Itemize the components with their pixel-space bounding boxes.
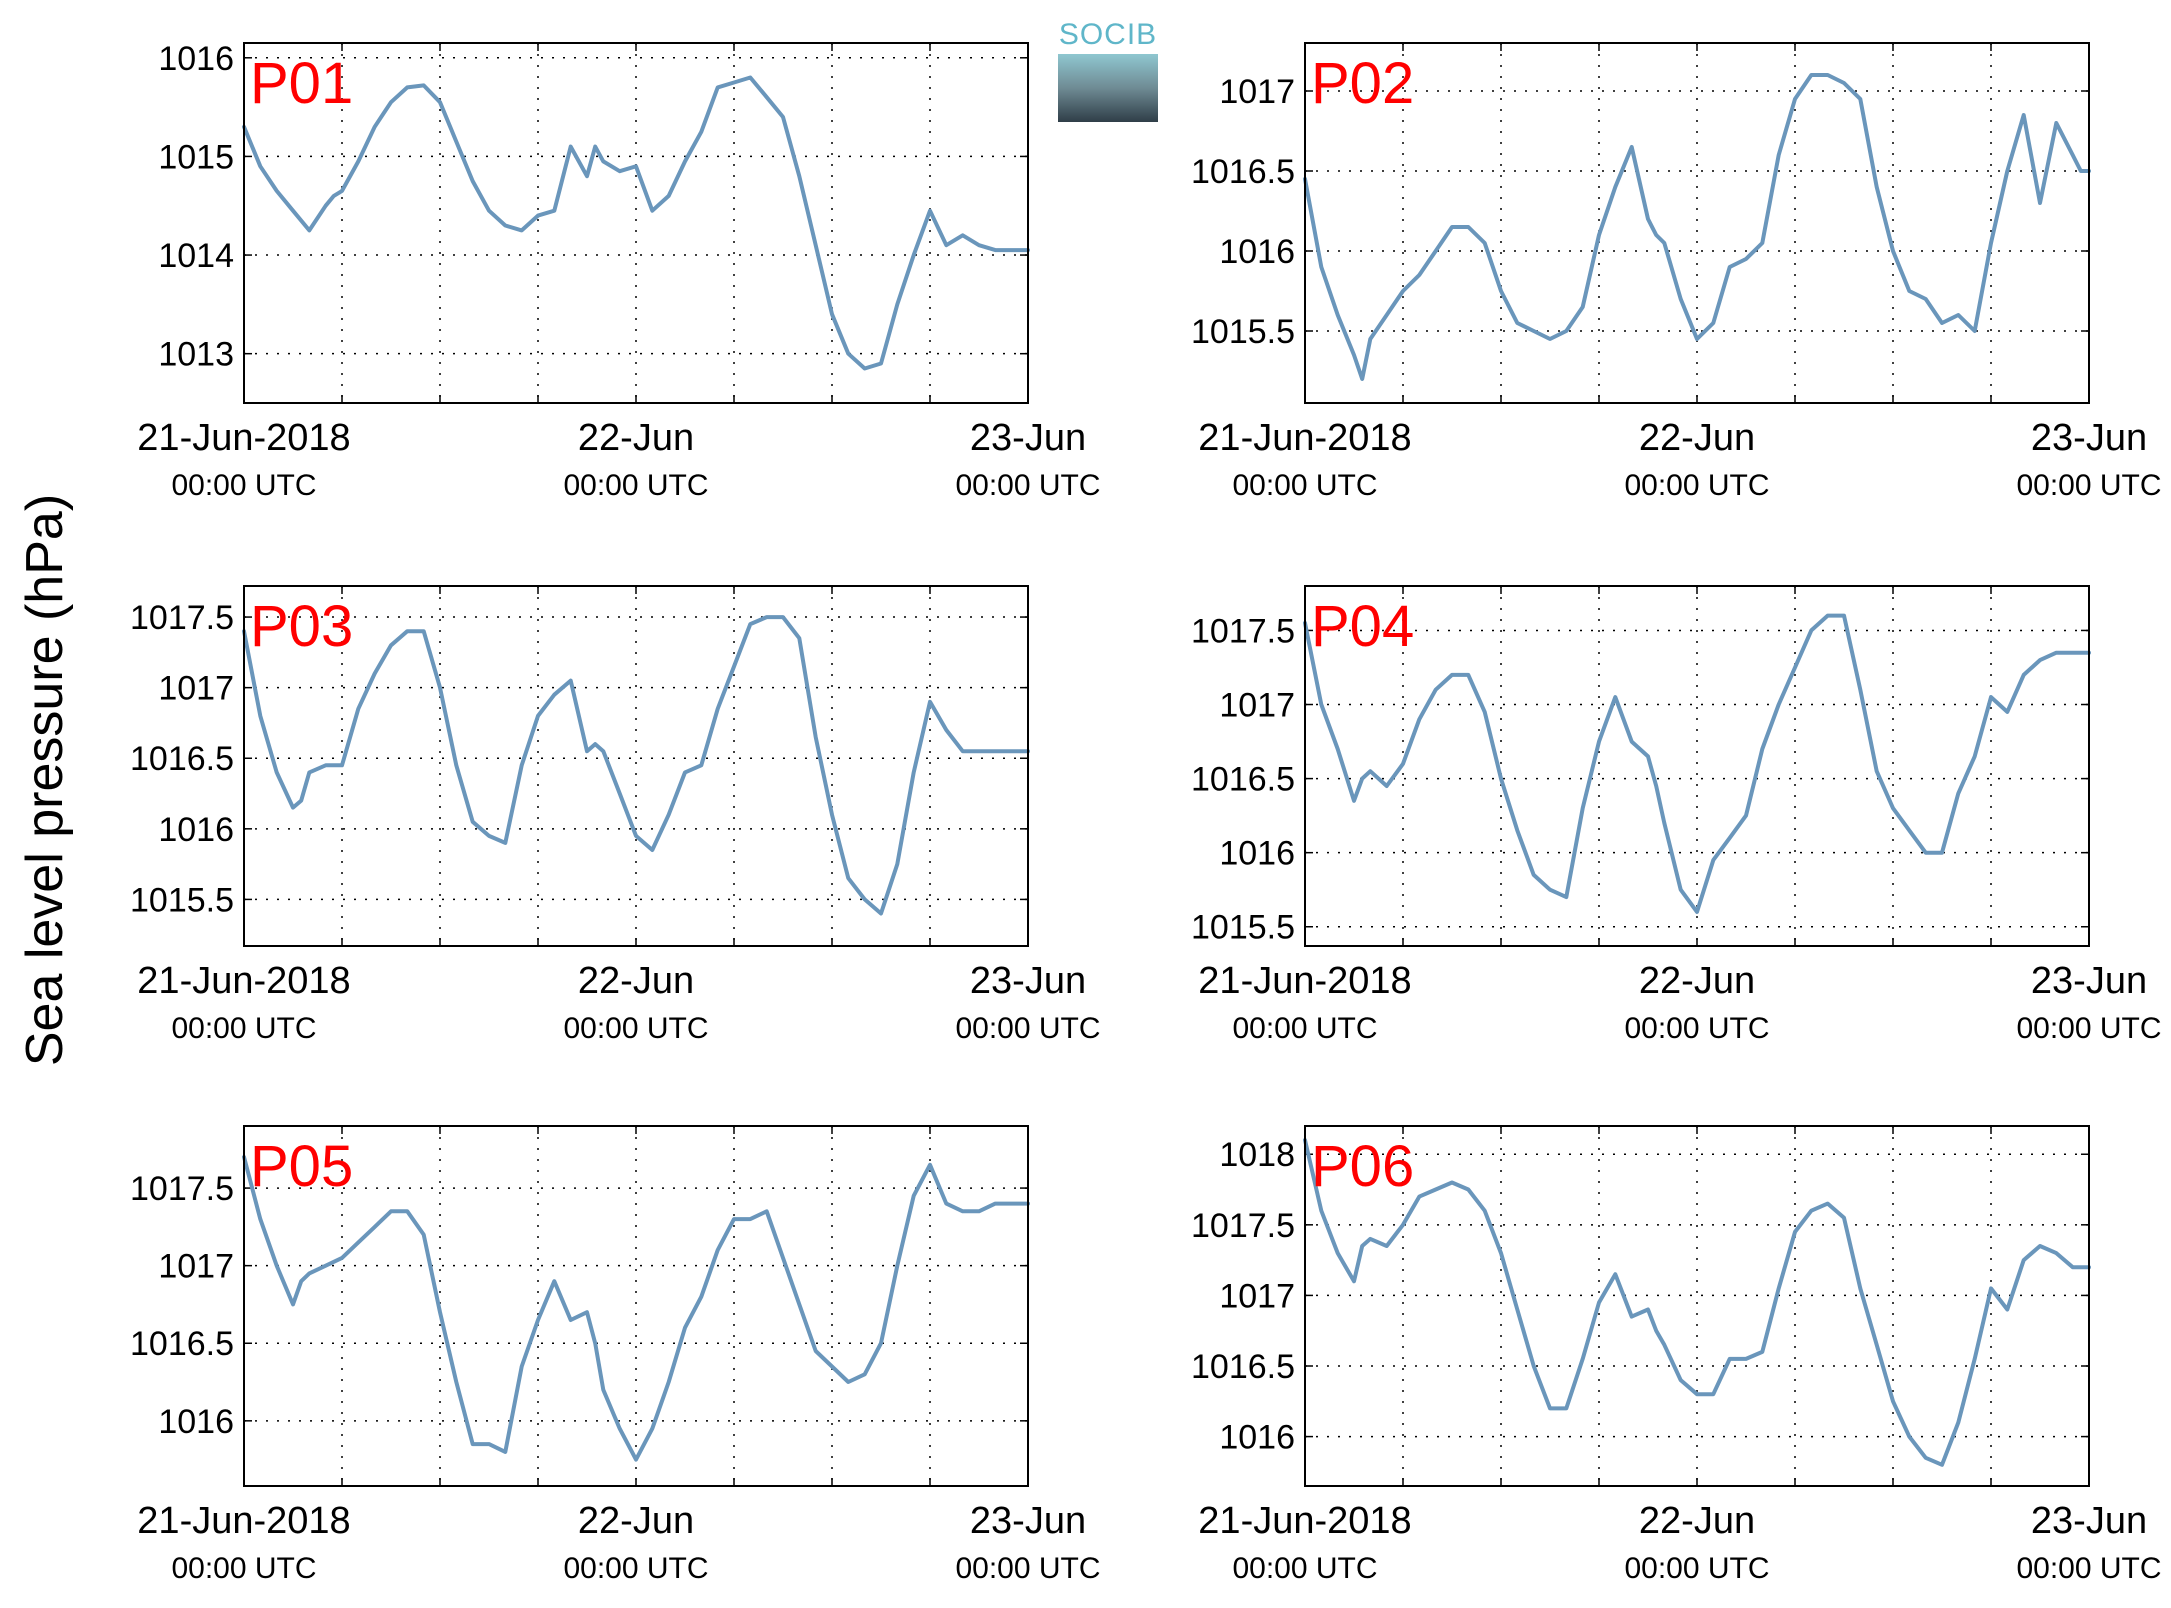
x-tick-label-time: 00:00 UTC	[1624, 1552, 1769, 1585]
series-line	[242, 75, 1030, 371]
panel-p02: 1015.5 1016 1016.5 1017 P02 21-Jun-2018 00:00 …	[1191, 42, 2162, 502]
x-tick-label-time: 00:00 UTC	[2016, 1012, 2161, 1045]
x-tick-label-date: 21-Jun-2018	[137, 1500, 350, 1542]
y-tick-label: 1017	[1219, 73, 1295, 111]
y-tick-label: 1016.5	[130, 1325, 234, 1363]
series-line	[1303, 1138, 2091, 1467]
plot-frame	[243, 1125, 1029, 1487]
panel-title: P06	[1311, 1134, 1414, 1199]
x-tick-label-date: 23-Jun	[2031, 1500, 2147, 1542]
x-tick-label-date: 23-Jun	[2031, 960, 2147, 1002]
y-tick-label: 1015.5	[1191, 909, 1295, 947]
y-tick-label: 1017	[158, 1248, 234, 1286]
x-tick-label-date: 21-Jun-2018	[1198, 1500, 1411, 1542]
x-tick-label-time: 00:00 UTC	[563, 1012, 708, 1045]
x-tick-label-time: 00:00 UTC	[955, 469, 1100, 502]
x-tick-label-time: 00:00 UTC	[2016, 1552, 2161, 1585]
y-axis-label: Sea level pressure (hPa)	[16, 494, 74, 1066]
x-tick-label-time: 00:00 UTC	[1624, 1012, 1769, 1045]
y-tick-label: 1015.5	[1191, 313, 1295, 351]
logo-text: SOCIB	[1058, 18, 1158, 51]
socib-logo: SOCIB	[1058, 18, 1158, 122]
y-tick-label: 1017	[158, 670, 234, 708]
x-tick-label-date: 23-Jun	[970, 960, 1086, 1002]
x-tick-label-date: 22-Jun	[578, 960, 694, 1002]
y-tick-label: 1017	[1219, 1277, 1295, 1315]
panel-p06: 1016 1016.5 1017 1017.5 1018 P06 21-Jun-2018 00…	[1191, 1125, 2162, 1585]
x-tick-label-date: 22-Jun	[1639, 417, 1755, 459]
x-tick-label-time: 00:00 UTC	[1624, 469, 1769, 502]
x-tick-label-time: 00:00 UTC	[171, 469, 316, 502]
y-tick-label: 1016	[1219, 835, 1295, 873]
x-tick-label-time: 00:00 UTC	[171, 1552, 316, 1585]
x-tick-label-date: 22-Jun	[578, 1500, 694, 1542]
x-tick-label-date: 21-Jun-2018	[1198, 960, 1411, 1002]
logo-graphic	[1058, 54, 1158, 122]
x-tick-label-date: 23-Jun	[970, 417, 1086, 459]
y-tick-label: 1013	[158, 336, 234, 374]
y-tick-label: 1016	[1219, 233, 1295, 271]
y-tick-label: 1017	[1219, 687, 1295, 725]
panel-p03: 1015.5 1016 1016.5 1017 1017.5 P03 21-Jun-2018…	[130, 585, 1101, 1045]
y-tick-label: 1017.5	[1191, 612, 1295, 650]
plot-frame	[1304, 1125, 2090, 1487]
y-tick-label: 1016	[158, 811, 234, 849]
panel-p04: 1015.5 1016 1016.5 1017 1017.5 P04 21-Jun-2018…	[1191, 585, 2162, 1045]
x-tick-label-time: 00:00 UTC	[955, 1552, 1100, 1585]
x-tick-label-date: 23-Jun	[970, 1500, 1086, 1542]
x-tick-label-time: 00:00 UTC	[563, 1552, 708, 1585]
y-tick-label: 1016.5	[1191, 153, 1295, 191]
y-tick-label: 1016.5	[1191, 761, 1295, 799]
x-tick-label-time: 00:00 UTC	[563, 469, 708, 502]
y-tick-label: 1015	[158, 138, 234, 176]
y-tick-label: 1018	[1219, 1136, 1295, 1174]
series-line	[1303, 73, 2091, 381]
panel-p01: 1013 1014 1015 1016 P01 21-Jun-2018 00:00 UTC 2…	[137, 40, 1100, 502]
x-tick-label-date: 21-Jun-2018	[137, 960, 350, 1002]
y-tick-label: 1016	[158, 40, 234, 78]
plot-frame	[243, 585, 1029, 947]
x-tick-label-time: 00:00 UTC	[171, 1012, 316, 1045]
y-tick-label: 1014	[158, 237, 234, 275]
x-tick-label-date: 22-Jun	[1639, 1500, 1755, 1542]
panel-p05: 1016 1016.5 1017 1017.5 P05 21-Jun-2018 00:00 …	[130, 1125, 1101, 1585]
y-tick-label: 1016	[1219, 1419, 1295, 1457]
panel-title: P02	[1311, 51, 1414, 116]
y-tick-label: 1016	[158, 1403, 234, 1441]
x-tick-label-date: 21-Jun-2018	[137, 417, 350, 459]
panel-title: P05	[250, 1134, 353, 1199]
x-tick-label-time: 00:00 UTC	[1232, 1012, 1377, 1045]
x-tick-label-date: 22-Jun	[1639, 960, 1755, 1002]
x-tick-label-time: 00:00 UTC	[1232, 1552, 1377, 1585]
panel-title: P01	[250, 51, 353, 116]
y-tick-label: 1017.5	[1191, 1207, 1295, 1245]
y-tick-label: 1016.5	[1191, 1348, 1295, 1386]
series-line	[242, 1155, 1030, 1462]
x-tick-label-date: 21-Jun-2018	[1198, 417, 1411, 459]
plot-frame	[1304, 585, 2090, 947]
series-line	[242, 615, 1030, 916]
x-tick-label-time: 00:00 UTC	[955, 1012, 1100, 1045]
y-tick-label: 1016.5	[130, 740, 234, 778]
x-tick-label-time: 00:00 UTC	[1232, 469, 1377, 502]
y-tick-label: 1017.5	[130, 599, 234, 637]
plot-frame	[243, 42, 1029, 404]
x-tick-label-time: 00:00 UTC	[2016, 469, 2161, 502]
series-line	[1303, 613, 2091, 914]
y-tick-label: 1017.5	[130, 1170, 234, 1208]
x-tick-label-date: 23-Jun	[2031, 417, 2147, 459]
x-tick-label-date: 22-Jun	[578, 417, 694, 459]
y-tick-label: 1015.5	[130, 881, 234, 919]
plot-frame	[1304, 42, 2090, 404]
panel-title: P03	[250, 594, 353, 659]
panel-title: P04	[1311, 594, 1414, 659]
